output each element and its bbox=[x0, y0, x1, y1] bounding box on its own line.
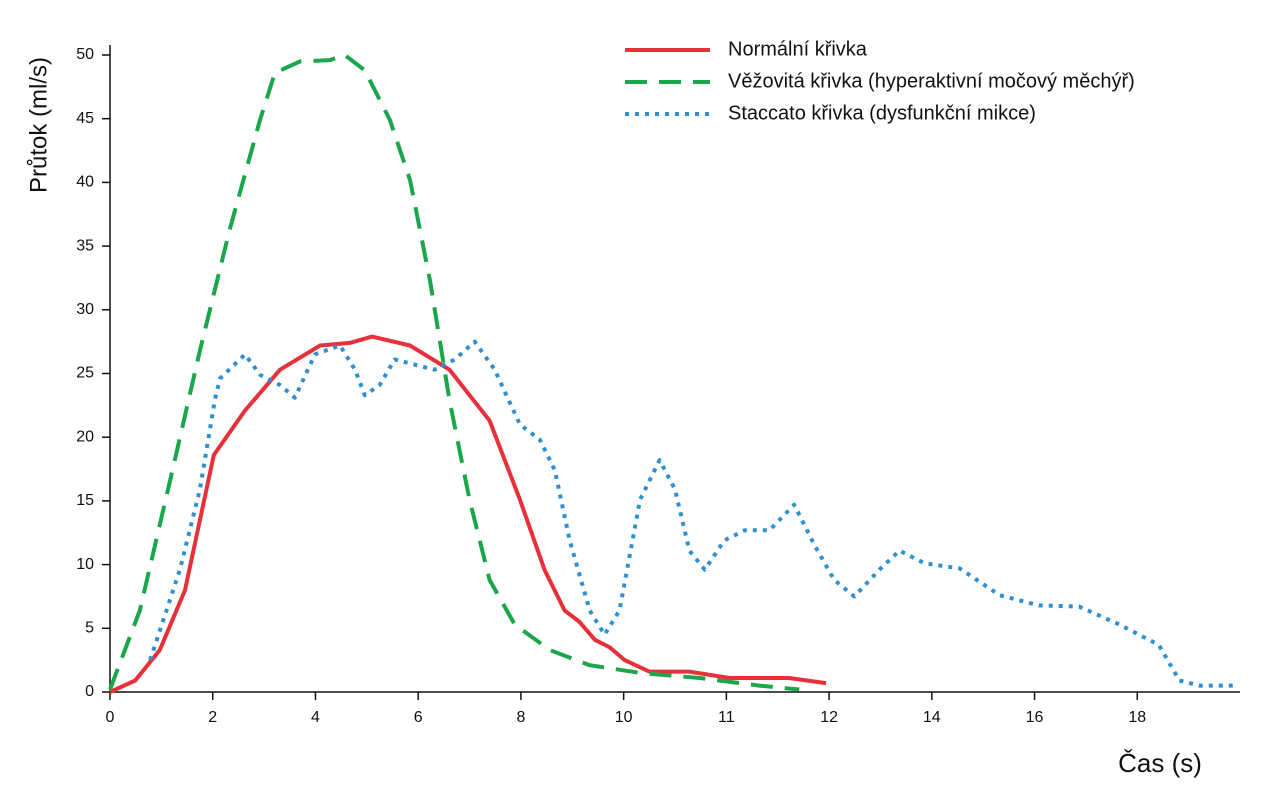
x-tick-label: 0 bbox=[106, 709, 115, 726]
y-tick-label: 35 bbox=[76, 237, 94, 254]
x-tick-label: 11 bbox=[718, 709, 735, 726]
line-series bbox=[108, 53, 800, 692]
x-tick-label: 8 bbox=[516, 709, 525, 726]
y-tick-label: 50 bbox=[76, 46, 94, 63]
legend-label: Staccato křivka (dysfunkční mikce) bbox=[728, 102, 1036, 124]
x-tick-label: 2 bbox=[208, 709, 217, 726]
legend-label: Věžovitá křivka (hyperaktivní močový měc… bbox=[728, 70, 1135, 92]
y-tick-label: 5 bbox=[85, 620, 94, 637]
y-tick-label: 45 bbox=[76, 110, 94, 127]
line-series bbox=[109, 334, 827, 694]
y-tick-label: 10 bbox=[76, 556, 94, 573]
x-tick-label: 14 bbox=[923, 709, 941, 726]
y-tick-label: 15 bbox=[76, 492, 94, 509]
x-tick-label: 6 bbox=[414, 709, 423, 726]
y-tick-label: 40 bbox=[76, 174, 94, 191]
x-tick-label: 16 bbox=[1026, 709, 1044, 726]
y-axis-label: Průtok (ml/s) bbox=[25, 57, 52, 193]
x-tick-label: 4 bbox=[311, 709, 320, 726]
y-tick-label: 0 bbox=[85, 683, 94, 700]
legend-label: Normální křivka bbox=[728, 38, 868, 60]
y-tick-label: 30 bbox=[76, 301, 94, 318]
y-tick-label: 20 bbox=[76, 428, 94, 445]
line-series bbox=[148, 339, 1238, 688]
x-tick-label: 18 bbox=[1128, 709, 1146, 726]
x-tick-label: 10 bbox=[615, 709, 633, 726]
x-tick-label: 12 bbox=[820, 709, 838, 726]
x-axis-label: Čas (s) bbox=[1118, 748, 1202, 778]
y-tick-label: 25 bbox=[76, 365, 94, 382]
